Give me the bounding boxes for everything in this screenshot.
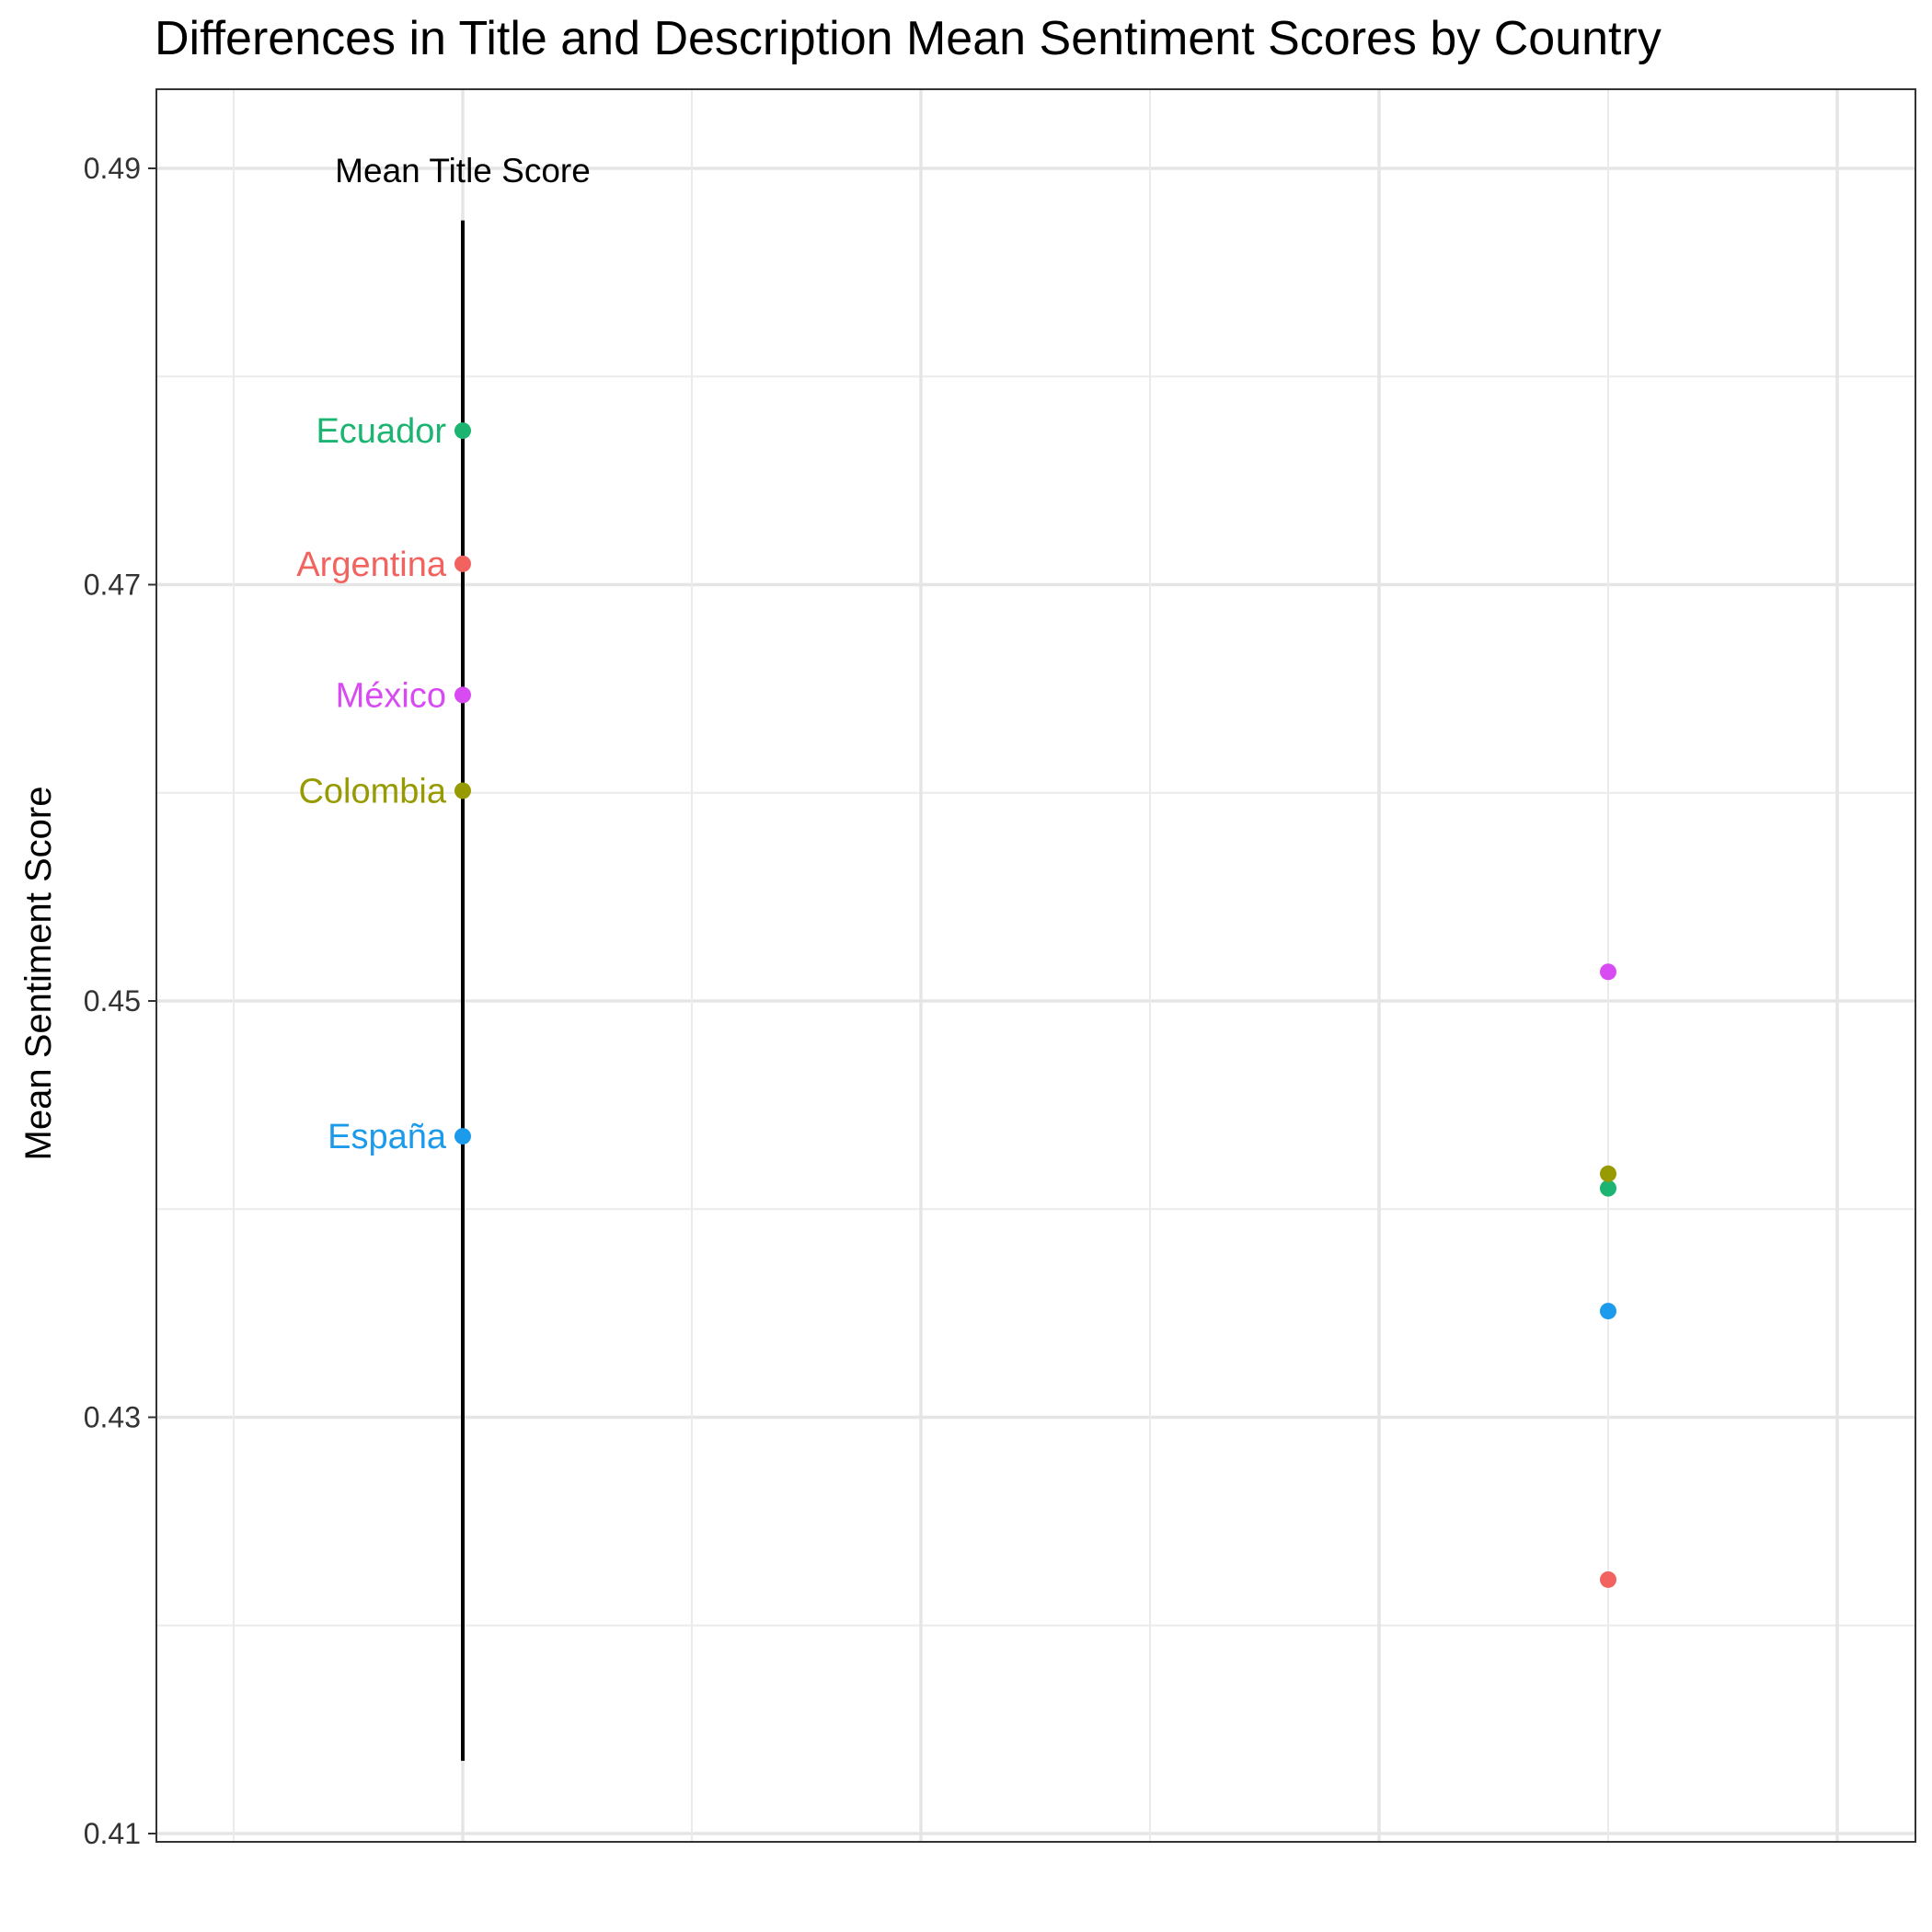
data-points: Ecuador Argentina México Colombia España (296, 412, 1616, 1588)
point-description-score (1600, 1303, 1616, 1320)
point-description-score (1600, 963, 1616, 981)
grid (156, 89, 1915, 1842)
y-axis-ticks: 0.41 0.43 0.45 0.47 0.49 (84, 152, 156, 1850)
country-label: México (336, 676, 446, 715)
y-tick-label: 0.47 (84, 569, 141, 602)
point-title-score (454, 555, 471, 572)
country-label: Argentina (296, 546, 447, 584)
country-label: Colombia (298, 772, 446, 811)
chart-title: Differences in Title and Description Mea… (155, 12, 1662, 65)
country-label: Ecuador (316, 412, 446, 451)
point-description-score (1600, 1570, 1616, 1588)
country-label: España (328, 1118, 447, 1156)
y-tick-label: 0.45 (84, 984, 141, 1018)
y-tick-label: 0.41 (84, 1817, 141, 1850)
point-description-score (1600, 1165, 1616, 1182)
y-axis-label: Mean Sentiment Score (18, 787, 59, 1161)
point-description-score (1600, 1179, 1616, 1197)
point-title-score (454, 1128, 471, 1145)
column-label-mean-title-score: Mean Title Score (335, 152, 591, 190)
plot-panel-border (155, 88, 1916, 1843)
y-tick-label: 0.43 (84, 1401, 141, 1434)
point-title-score (454, 686, 471, 704)
point-title-score (454, 782, 471, 799)
y-tick-label: 0.49 (84, 152, 141, 185)
point-title-score (454, 422, 471, 440)
